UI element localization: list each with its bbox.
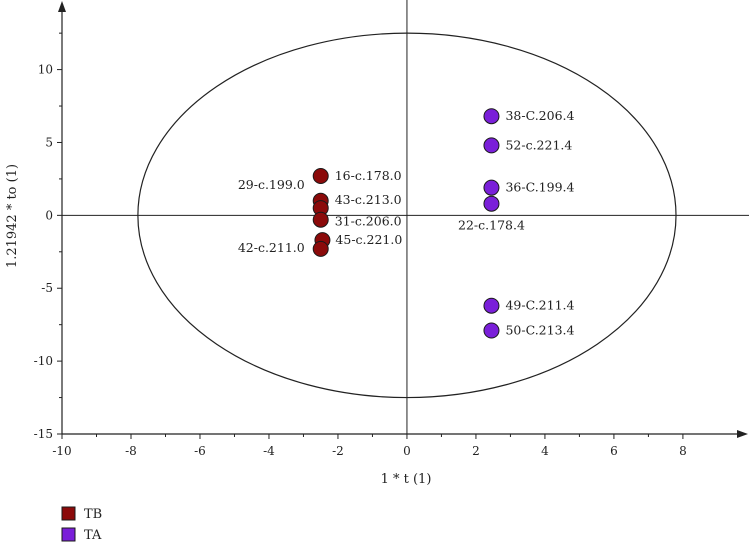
- legend-swatch: [61, 527, 76, 542]
- data-point: [312, 240, 329, 257]
- y-tick-label: 10: [38, 63, 53, 77]
- data-point: [483, 108, 500, 125]
- point-label: 36-C.199.4: [505, 180, 574, 195]
- point-label: 45-c.221.0: [335, 232, 402, 247]
- point-label: 42-c.211.0: [238, 240, 305, 255]
- data-point: [312, 168, 329, 184]
- y-tick-label: 5: [45, 135, 53, 149]
- x-tick-label: -8: [125, 444, 137, 458]
- y-axis-arrow: [58, 1, 66, 12]
- y-tick-label: -10: [34, 354, 53, 368]
- x-tick-label: 0: [403, 444, 411, 458]
- point-label: 49-C.211.4: [505, 298, 574, 313]
- x-tick-label: 6: [610, 444, 618, 458]
- point-label: 29-c.199.0: [238, 177, 305, 192]
- x-tick-label: 4: [541, 444, 549, 458]
- legend-swatch: [61, 506, 76, 521]
- point-label: 16-c.178.0: [335, 168, 402, 183]
- y-tick-label: -15: [34, 427, 53, 441]
- x-tick-label: 8: [679, 444, 687, 458]
- data-point: [312, 211, 329, 228]
- x-axis-title: 1 * t (1): [381, 472, 432, 487]
- point-label: 50-C.213.4: [505, 323, 574, 338]
- point-label: 43-c.213.0: [335, 192, 402, 207]
- point-label: 31-c.206.0: [335, 214, 402, 229]
- y-tick-label: -5: [41, 281, 53, 295]
- x-tick-label: -10: [52, 444, 71, 458]
- point-label: 52-c.221.4: [505, 137, 572, 152]
- point-label: 22-c.178.4: [458, 218, 525, 233]
- data-point: [483, 179, 500, 196]
- x-axis-arrow: [737, 430, 748, 438]
- data-point: [483, 322, 500, 339]
- legend-label: TA: [84, 528, 102, 543]
- y-axis-title: 1.21942 * to (1): [5, 164, 20, 268]
- x-tick-label: -2: [332, 444, 344, 458]
- data-point: [483, 297, 500, 314]
- data-point: [483, 195, 500, 212]
- x-tick-label: 2: [472, 444, 480, 458]
- legend-label: TB: [84, 507, 102, 522]
- x-tick-label: -4: [263, 444, 275, 458]
- data-point: [483, 137, 500, 154]
- point-label: 38-C.206.4: [505, 108, 574, 123]
- x-tick-label: -6: [194, 444, 206, 458]
- y-tick-label: 0: [45, 208, 53, 222]
